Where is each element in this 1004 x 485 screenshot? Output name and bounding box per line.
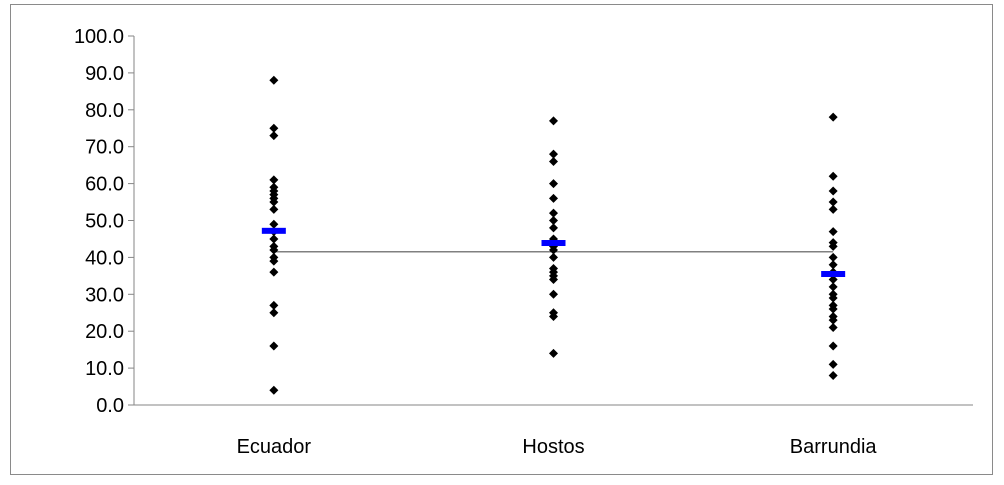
mean-marker: [821, 271, 846, 278]
data-point: [828, 252, 838, 262]
data-point: [549, 252, 558, 262]
data-point: [269, 245, 279, 255]
data-point: [549, 179, 558, 189]
data-point: [269, 197, 279, 207]
plot-svg: 0.0 10.0 20.0 30.0 40.0 50.0 60.0 70.0 80.0 90.0 1…: [74, 26, 973, 458]
x-tick-label: Ecuador: [237, 436, 312, 458]
data-point: [828, 204, 838, 214]
y-tick-label: 70.0: [85, 137, 124, 159]
mean-markers: [261, 227, 846, 278]
data-point: [549, 311, 558, 321]
data-point: [828, 171, 838, 181]
mean-marker: [261, 227, 286, 234]
data-point: [828, 260, 838, 270]
data-point: [269, 341, 279, 351]
data-point: [269, 175, 279, 185]
data-point: [549, 156, 558, 166]
chart-area: 0.0 10.0 20.0 30.0 40.0 50.0 60.0 70.0 80.0 90.0 1…: [10, 4, 993, 475]
data-point: [269, 219, 279, 229]
y-tick-label: 90.0: [85, 63, 124, 85]
data-point: [269, 300, 279, 310]
data-point: [828, 304, 838, 314]
data-point: [549, 348, 558, 358]
data-point: [549, 216, 558, 225]
data-point: [269, 131, 279, 141]
data-point: [828, 282, 838, 292]
data-point: [828, 359, 838, 369]
y-tick-label: 10.0: [85, 358, 124, 380]
data-point: [828, 323, 838, 333]
y-tick-label: 30.0: [85, 284, 124, 306]
data-point: [269, 308, 279, 318]
x-tick-label: Barrundia: [790, 436, 878, 458]
y-tick-label: 20.0: [85, 321, 124, 343]
data-point: [549, 223, 558, 233]
data-point: [828, 275, 838, 285]
data-point: [269, 385, 279, 395]
data-point: [549, 208, 558, 218]
mean-marker: [541, 240, 566, 247]
y-tick-label: 100.0: [74, 26, 124, 48]
y-tick-label: 50.0: [85, 211, 124, 233]
y-tick-label: 0.0: [96, 395, 124, 417]
data-point: [828, 241, 838, 251]
data-point: [828, 315, 838, 325]
data-point: [549, 245, 558, 255]
data-point: [269, 75, 279, 85]
data-point: [828, 293, 838, 303]
data-point: [828, 341, 838, 351]
data-point: [828, 112, 838, 122]
data-point: [549, 193, 558, 203]
data-point: [828, 370, 838, 380]
data-point: [269, 267, 279, 277]
data-point: [269, 123, 279, 133]
data-point: [828, 186, 838, 196]
y-axis-ticks: 0.0 10.0 20.0 30.0 40.0 50.0 60.0 70.0 80.0 90.0 1…: [74, 26, 134, 417]
data-point: [269, 204, 279, 214]
data-point: [828, 197, 838, 207]
y-tick-label: 40.0: [85, 247, 124, 269]
x-axis-labels: Ecuador Hostos Barrundia: [237, 436, 878, 458]
data-point: [549, 149, 558, 159]
data-point: [269, 234, 279, 244]
x-tick-label: Hostos: [522, 436, 584, 458]
y-tick-label: 80.0: [85, 100, 124, 122]
data-point: [549, 116, 558, 126]
data-point: [828, 227, 838, 237]
y-tick-label: 60.0: [85, 174, 124, 196]
data-points: [269, 75, 838, 395]
data-point: [549, 289, 558, 299]
data-point: [549, 275, 558, 285]
data-point: [269, 256, 279, 266]
